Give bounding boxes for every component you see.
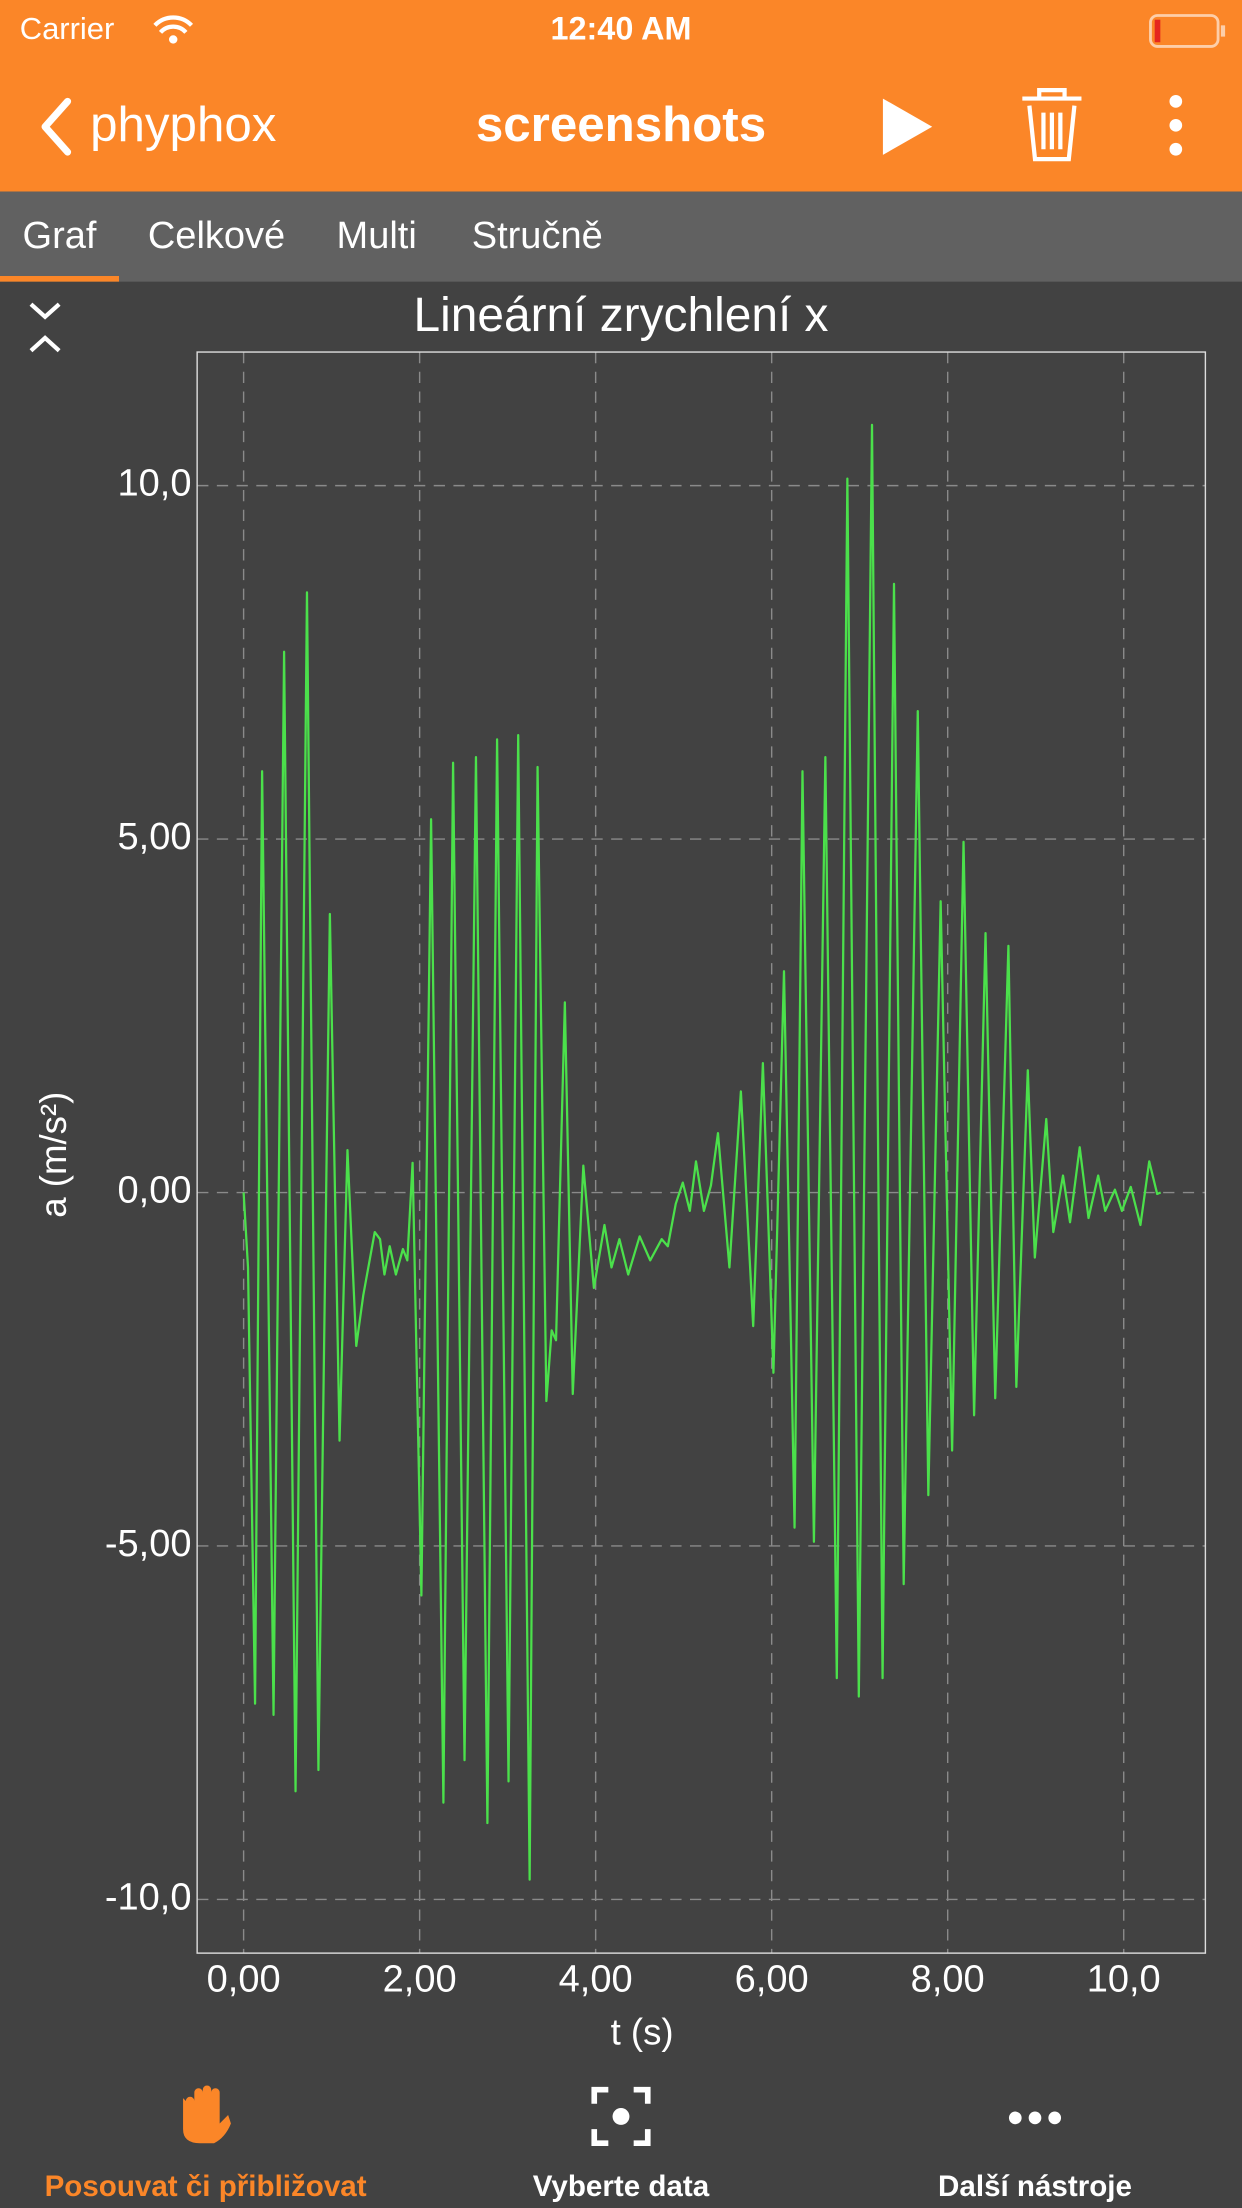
back-label[interactable]: phyphox: [90, 97, 277, 152]
more-icon[interactable]: [1008, 2111, 1062, 2125]
battery: [1149, 14, 1220, 48]
more-dot[interactable]: [1008, 2111, 1022, 2125]
more-dot[interactable]: [1048, 2111, 1062, 2125]
x-tick-label: 10,0: [1087, 1958, 1161, 2000]
tabs: Graf Celkové Multi Stručně: [0, 215, 603, 282]
plot-frame: [196, 351, 1207, 1954]
y-tick-label: 0,00: [118, 1170, 192, 1212]
tab-indicator: [0, 276, 119, 282]
clock: 12:40 AM: [551, 11, 692, 47]
y-tick-label: 5,00: [118, 816, 192, 858]
x-axis-label: t (s): [611, 2011, 674, 2052]
collapse-toggle[interactable]: [29, 302, 61, 353]
x-tick-label: 6,00: [735, 1958, 809, 2000]
data-line: [242, 423, 1162, 1881]
y-tick-label: -5,00: [105, 1523, 192, 1565]
battery-tip: [1220, 25, 1226, 37]
y-tick-label: -10,0: [105, 1876, 192, 1918]
x-tick-label: 0,00: [207, 1958, 281, 2000]
tab-bar: [0, 191, 1242, 282]
tab-label[interactable]: Celkové: [148, 215, 285, 257]
x-tick-label: 8,00: [911, 1958, 985, 2000]
nav-title: screenshots: [476, 97, 766, 152]
pan-icon[interactable]: [183, 2085, 231, 2144]
toolbar: Posouvat či přibližovat Vyberte data Další…: [45, 2085, 1132, 2203]
back-button[interactable]: phyphox: [41, 97, 277, 156]
x-tick-label: 4,00: [559, 1958, 633, 2000]
carrier: Carrier: [20, 11, 115, 46]
tab-label[interactable]: Multi: [337, 215, 417, 257]
tool-label[interactable]: Vyberte data: [533, 2170, 710, 2203]
wifi-icon: [153, 15, 194, 34]
chart-title: Lineární zrychlení x: [414, 289, 829, 342]
trash-icon[interactable]: [1022, 88, 1082, 162]
back-chevron[interactable]: [41, 97, 72, 156]
more-dot[interactable]: [1028, 2111, 1042, 2125]
y-axis-label: a (m/s²): [33, 1092, 74, 1218]
play-button[interactable]: [882, 98, 933, 155]
wifi-dot: [168, 35, 178, 44]
x-tick-label: 2,00: [383, 1958, 457, 2000]
tab-label[interactable]: Graf: [23, 215, 97, 257]
menu-dot[interactable]: [1169, 142, 1183, 156]
tool-label[interactable]: Posouvat či přibližovat: [45, 2170, 367, 2203]
select-icon-dot[interactable]: [612, 2108, 630, 2125]
select-icon[interactable]: [591, 2086, 651, 2147]
menu-dot[interactable]: [1169, 95, 1183, 108]
plot: -10,0 -5,00 0,00 5,00 10,0 0,00 2,00 4,00 6,00 8,…: [105, 351, 1207, 2000]
tool-label[interactable]: Další nástroje: [938, 2170, 1132, 2203]
y-tick-label: 10,0: [118, 463, 192, 505]
battery-level: [1154, 19, 1161, 43]
menu-dot[interactable]: [1169, 118, 1183, 132]
delete-button[interactable]: [1022, 88, 1082, 162]
tab-label[interactable]: Stručně: [472, 215, 603, 257]
menu-button[interactable]: [1169, 95, 1183, 156]
